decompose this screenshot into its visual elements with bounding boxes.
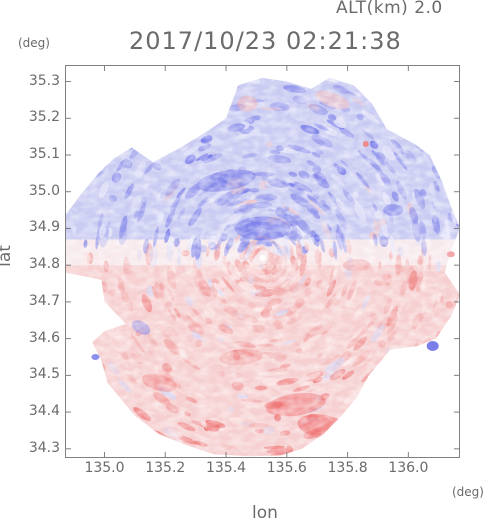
y-tick-label: 34.8 <box>28 256 60 273</box>
y-tick-label: 34.7 <box>28 292 60 309</box>
y-tick-label: 35.1 <box>28 145 60 162</box>
x-axis-title: lon <box>252 503 278 523</box>
y-axis-unit: (deg) <box>18 36 50 50</box>
axis-tick-marks <box>65 65 460 458</box>
altitude-label: ALT(km) 2.0 <box>336 0 443 18</box>
x-tick-label: 135.4 <box>205 460 247 476</box>
outlying-echo-patches <box>91 141 455 360</box>
y-tick-label: 34.4 <box>28 403 60 420</box>
timestamp-title: 2017/10/23 02:21:38 <box>129 27 402 55</box>
plot-frame-border <box>65 65 460 458</box>
echo-patch <box>91 354 100 360</box>
echo-patch <box>362 141 369 147</box>
radar-doppler-map <box>65 65 460 458</box>
y-tick-label: 35.3 <box>28 72 60 89</box>
x-tick-label: 136.0 <box>388 460 429 476</box>
y-tick-label: 34.3 <box>28 439 60 456</box>
y-tick-label: 35.2 <box>28 109 60 126</box>
x-tick-label: 135.8 <box>327 460 368 476</box>
x-axis-unit: (deg) <box>452 485 484 499</box>
radar-map-svg <box>65 65 460 458</box>
y-axis-title: lat <box>0 245 15 267</box>
echo-patch <box>446 251 455 258</box>
y-tick-label: 34.5 <box>28 366 60 383</box>
x-tick-label: 135.0 <box>84 460 125 476</box>
y-tick-label: 34.9 <box>28 219 60 236</box>
y-tick-label: 34.6 <box>28 329 60 346</box>
y-tick-label: 35.0 <box>28 182 60 199</box>
radar-site-marker <box>259 254 266 261</box>
echo-patch <box>426 341 439 351</box>
x-tick-label: 135.6 <box>266 460 307 476</box>
x-tick-label: 135.2 <box>145 460 186 476</box>
